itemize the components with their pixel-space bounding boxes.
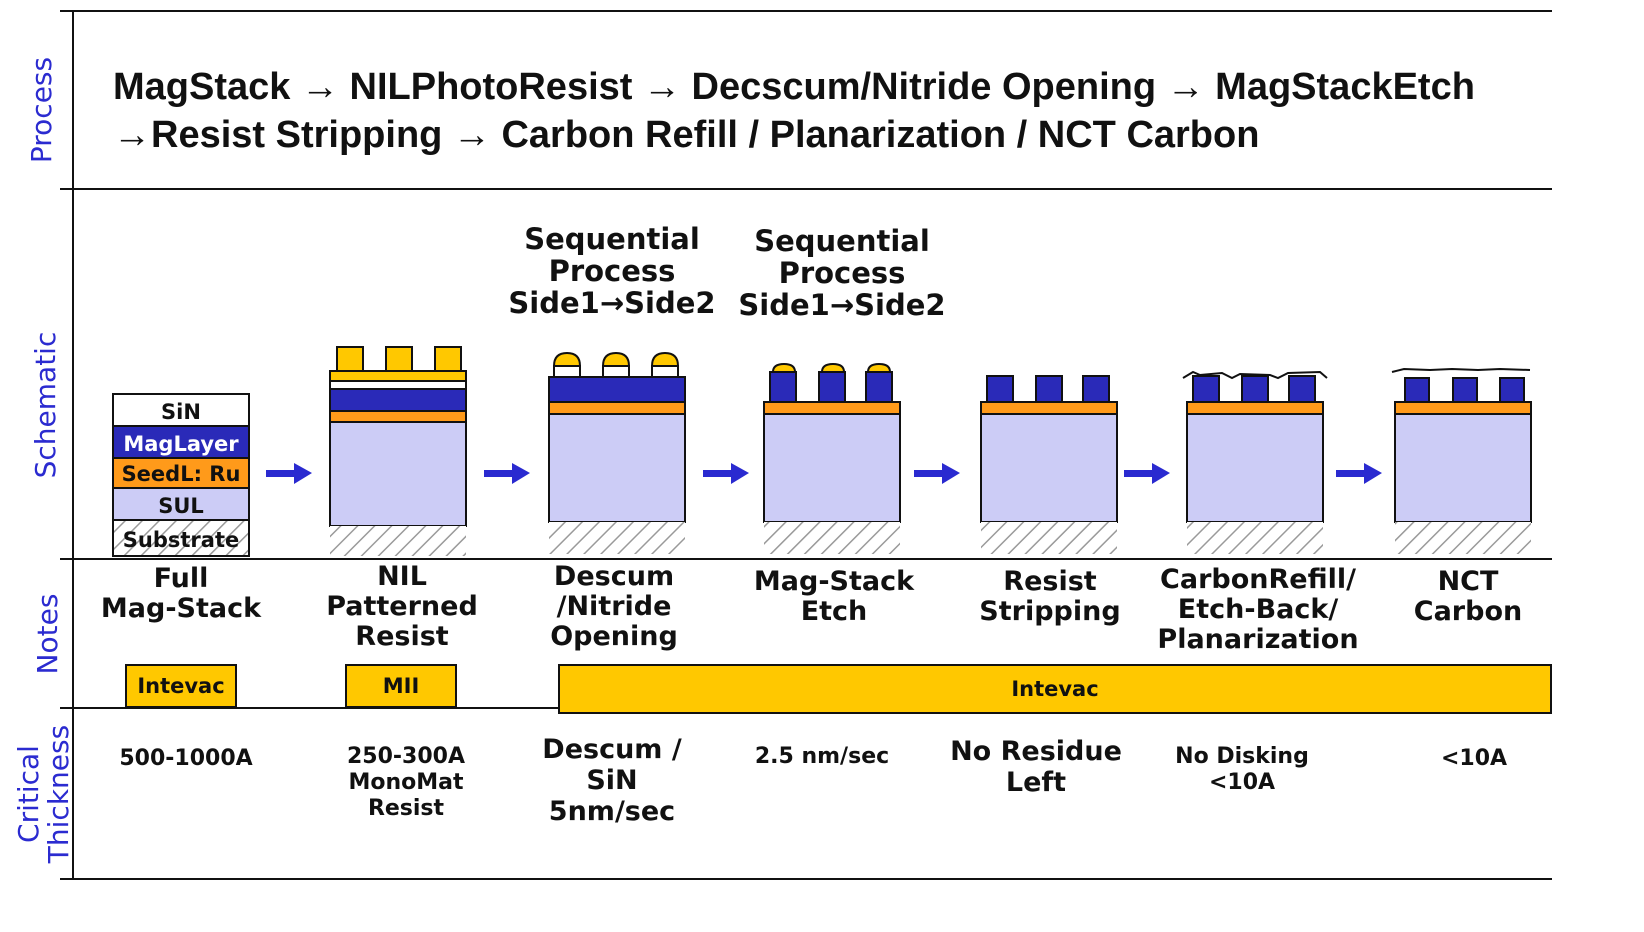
tool-box-intevac: Intevac [125,664,237,708]
substrate-layer [112,519,250,557]
process-divider [60,188,1552,190]
sin-label: SiN [161,400,201,424]
seed-layer-label: SeedL: Ru [122,462,241,486]
stack-full-mag-stack: SiN MagLayer SeedL: Ru SUL Substrate [112,393,250,557]
step-note: NCT Carbon [1413,566,1523,627]
row-label-notes: Notes [31,593,64,675]
process-schematic: SiN MagLayer SeedL: Ru SUL Substrate [112,346,1532,557]
seed-layer [112,457,250,489]
critical-thickness-value: 500-1000A [119,746,253,771]
tool-box-mii: MII [345,664,457,708]
step-note: NIL Patterned Resist [326,561,478,652]
stack-nil-patterned-resist [329,346,467,556]
notes-divider [60,707,560,709]
arrow-icon [1124,463,1170,484]
stack-nct-carbon [1391,367,1532,554]
mag-layer [112,425,250,459]
arrow-icon [1336,463,1382,484]
stack-descum-nitride-opening [548,351,686,554]
critical-thickness-value: <10A [1440,746,1508,771]
carbon-surface [1182,370,1328,380]
nct-surface [1391,367,1531,373]
critical-thickness-value: Descum / SiN 5nm/sec [542,734,682,827]
schematic-divider [60,558,1552,560]
label-column-divider [72,10,74,880]
sul-label: SUL [158,494,204,518]
sul-layer [112,487,250,521]
mag-layer-label: MagLayer [123,432,239,456]
substrate-label: Substrate [123,528,239,552]
step-note: CarbonRefill/ Etch-Back/ Planarization [1157,564,1359,655]
process-flow-line-1: MagStack → NILPhotoResist → Decscum/Nitr… [113,66,1475,108]
sequential-process-label: Sequential Process Side1→Side2 [508,222,716,320]
arrow-icon [914,463,960,484]
process-flow-line-2: →Resist Stripping → Carbon Refill / Plan… [113,114,1260,156]
row-label-critical-thickness: Critical Thickness [12,724,75,864]
critical-thickness-value: 250-300A MonoMat Resist [346,744,465,821]
tool-box-intevac-span: Intevac [558,664,1552,714]
step-note: Mag-Stack Etch [753,566,915,627]
arrow-icon [484,463,530,484]
sequential-process-label: Sequential Process Side1→Side2 [738,224,946,322]
step-note: Resist Stripping [979,566,1121,627]
stack-resist-stripping [980,375,1118,554]
critical-thickness-value: No Disking <10A [1175,744,1309,795]
stack-mag-stack-etch [763,362,901,554]
stack-carbon-refill [1182,370,1328,554]
step-note: Descum /Nitride Opening [550,561,678,652]
critical-thickness-value: 2.5 nm/sec [754,744,890,769]
arrow-icon [703,463,749,484]
top-border [60,10,1552,12]
arrow-icon [266,463,312,484]
step-note: Full Mag-Stack [100,563,262,624]
critical-thickness-value: No Residue Left [950,736,1122,798]
bottom-border [60,878,1552,880]
sin-layer [112,393,250,427]
